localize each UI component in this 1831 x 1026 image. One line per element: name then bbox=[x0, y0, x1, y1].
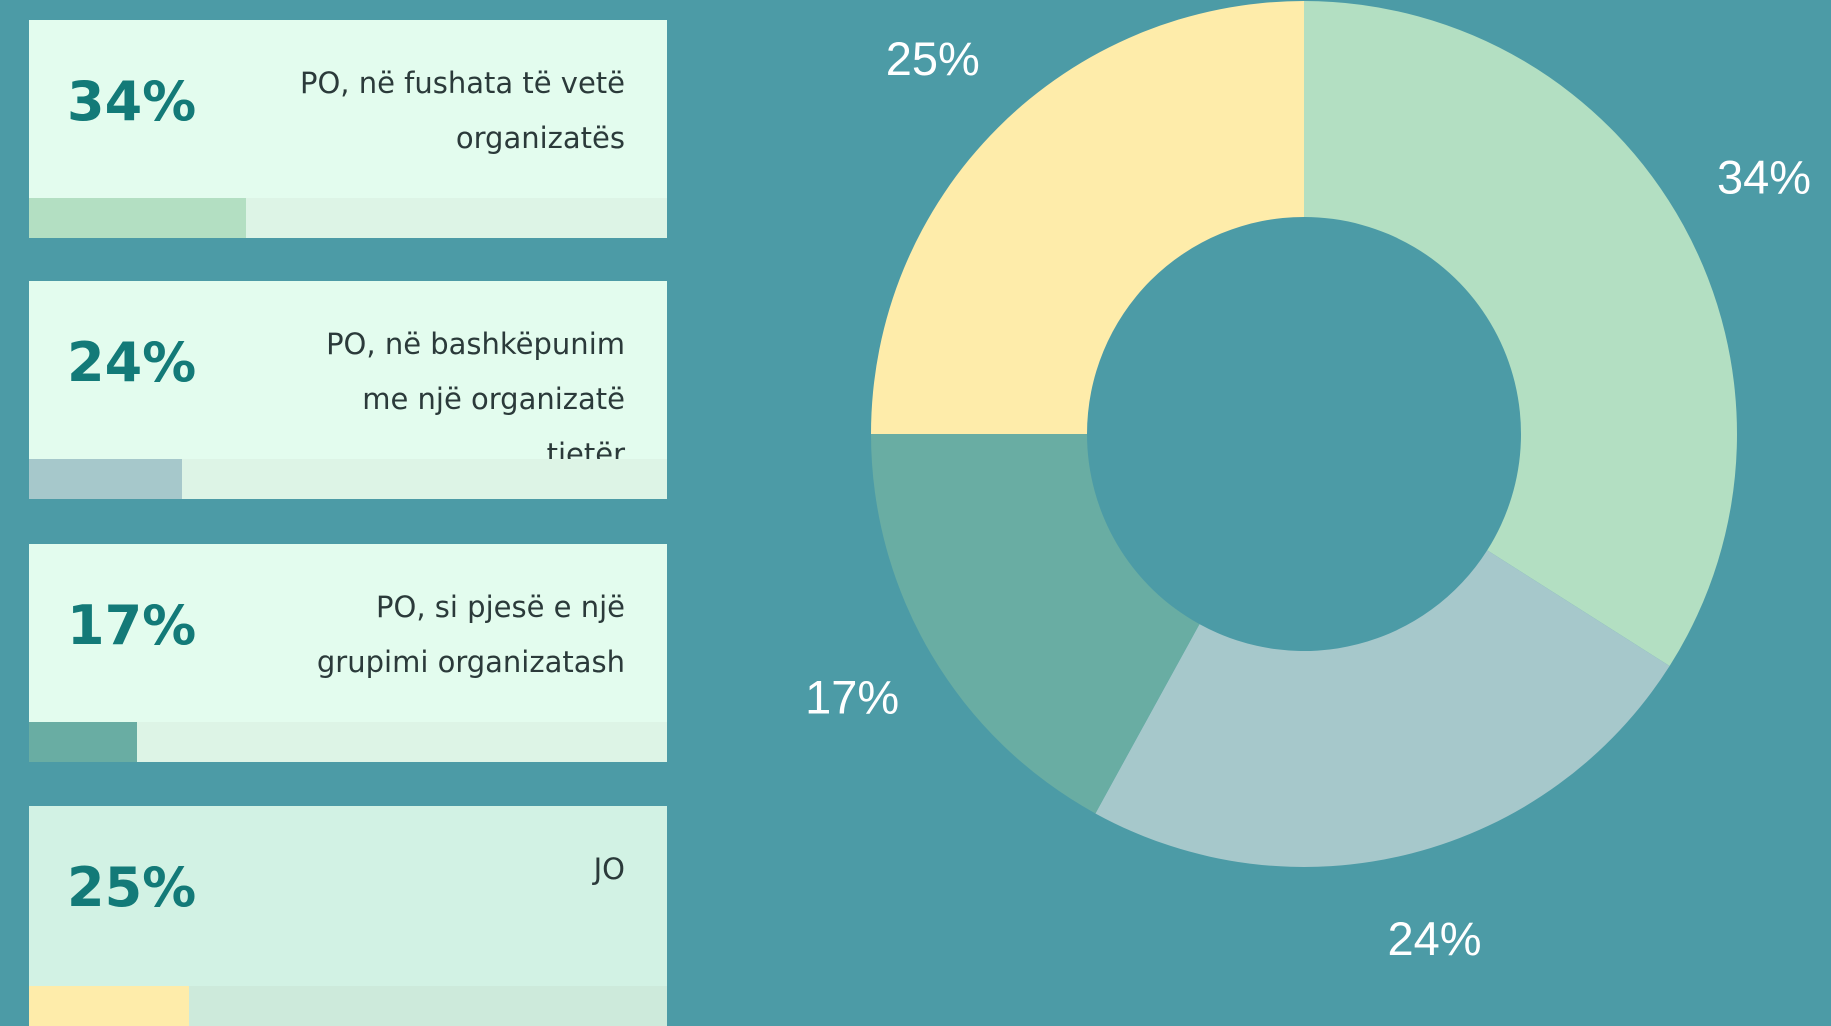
donut-segment bbox=[1304, 1, 1737, 667]
option-text: PO, në bashkëpunim me një organizatë tje… bbox=[326, 327, 625, 471]
segment-label: 17% bbox=[805, 671, 899, 724]
option-text: PO, në fushata të vetë organizatës bbox=[299, 66, 625, 155]
progress-track bbox=[29, 459, 667, 499]
segment-label: 24% bbox=[1388, 912, 1482, 965]
percent-label: 25% bbox=[67, 856, 197, 919]
option-text: JO bbox=[593, 852, 625, 886]
donut-segment bbox=[871, 1, 1304, 434]
option-card: 24% PO, në bashkëpunim me një organizatë … bbox=[29, 281, 667, 499]
percent-label: 17% bbox=[67, 594, 197, 657]
progress-track bbox=[29, 722, 667, 762]
option-card: 25% JO bbox=[29, 806, 667, 1026]
progress-track bbox=[29, 198, 667, 238]
option-text: PO, si pjesë e një grupimi organizatash bbox=[316, 590, 625, 679]
progress-bar bbox=[29, 722, 138, 762]
donut-segment bbox=[1095, 550, 1670, 867]
percent-label: 34% bbox=[67, 70, 197, 133]
progress-track bbox=[29, 986, 667, 1026]
percent-label: 24% bbox=[67, 331, 197, 394]
option-card: 17% PO, si pjesë e një grupimi organizata… bbox=[29, 544, 667, 762]
progress-bar bbox=[29, 459, 183, 499]
progress-bar bbox=[29, 198, 246, 238]
segment-label: 34% bbox=[1717, 151, 1811, 204]
donut-segment bbox=[871, 434, 1200, 814]
option-card: 34% PO, në fushata të vetë organizatës bbox=[29, 20, 667, 238]
progress-bar bbox=[29, 986, 189, 1026]
segment-label: 25% bbox=[886, 32, 980, 85]
